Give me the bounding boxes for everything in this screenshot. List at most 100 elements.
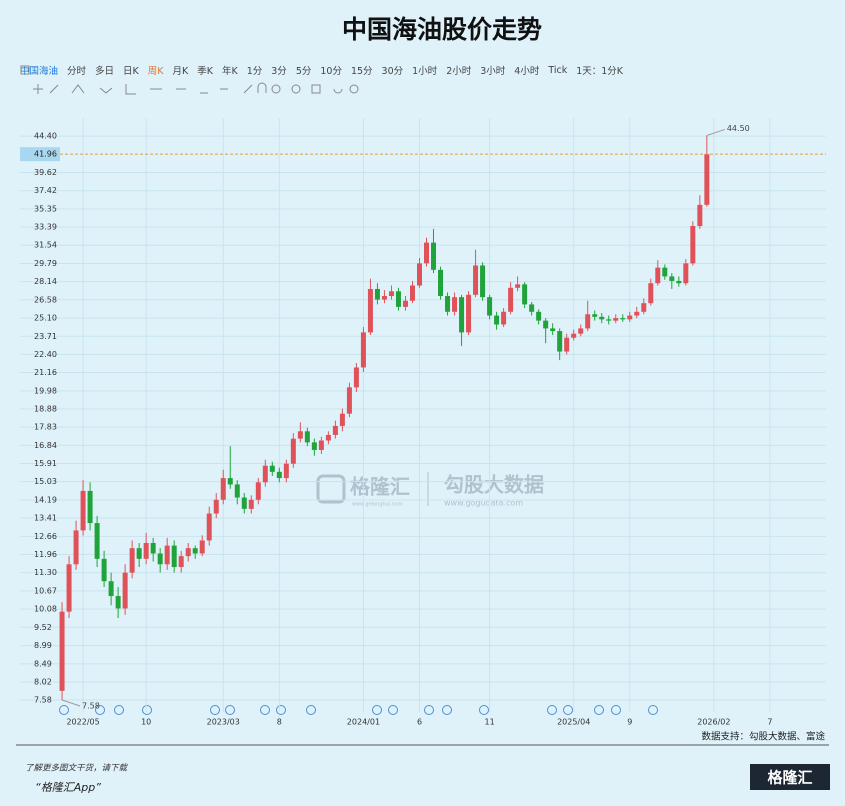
watermark-brand-url: www.gelonghui.com (352, 502, 403, 508)
candle-body (73, 530, 79, 565)
candle-body (234, 484, 240, 498)
candle-body (459, 297, 465, 333)
toolbar-item[interactable]: 5分 (295, 66, 312, 77)
candle-body (669, 276, 675, 281)
toolbar-item[interactable]: 中国海油 (20, 66, 59, 77)
candle-body (87, 490, 93, 524)
candle-body (325, 434, 331, 441)
y-tick-label: 16.84 (34, 441, 57, 450)
candle-body (466, 294, 472, 333)
logo-box (750, 764, 830, 790)
y-tick-label: 8.02 (34, 677, 52, 686)
toolbar-item[interactable]: 10分 (320, 66, 342, 77)
candle-body (136, 548, 142, 559)
toolbar-item[interactable]: 30分 (381, 66, 404, 77)
watermark-data-url: www.gogudata.com (444, 499, 523, 508)
x-tick-label: 2023/03 (207, 718, 240, 727)
candle-body (438, 269, 444, 296)
y-tick-label: 37.42 (34, 186, 57, 195)
candle-body (543, 320, 549, 329)
candle-body (501, 311, 507, 325)
y-tick-label: 26.58 (34, 295, 57, 304)
candle-body (164, 545, 170, 565)
candle-body (248, 499, 254, 509)
toolbar: 中国海油 分时 多日 日K 周K 月K 季K 年K 1分 3分 5分 10分 15分 30分 1小时 2小时 3… (20, 63, 624, 78)
toolbar-item[interactable]: 3小时 (480, 66, 506, 77)
candle-body (129, 548, 135, 573)
y-tick-label: 19.98 (34, 386, 57, 395)
chart-title: 中国海油股价走势 (342, 15, 542, 44)
candle-body (108, 581, 114, 597)
candle-body (367, 288, 373, 333)
max-marker-line (706, 128, 726, 136)
toolbar-item[interactable]: 4小时 (514, 66, 540, 77)
candle-body (571, 333, 577, 338)
candle-body (487, 297, 493, 316)
y-tick-label: 15.91 (34, 459, 57, 468)
candle-body (269, 465, 275, 472)
candle-body (332, 425, 338, 435)
candle-body (704, 154, 710, 205)
candle-body (402, 300, 408, 307)
y-tick-label: 10.08 (34, 605, 57, 614)
candle-body (283, 463, 289, 479)
candle-body (395, 291, 401, 307)
watermark-data: 勾股大数据 (444, 473, 544, 497)
candle-body (473, 265, 479, 295)
toolbar-item[interactable]: Tick (548, 64, 568, 76)
toolbar-item[interactable]: 3分 (271, 66, 287, 77)
grid (20, 118, 826, 712)
candle-body (634, 311, 640, 316)
candle-body (339, 413, 345, 426)
candle-body (101, 558, 107, 582)
y-tick-label: 14.19 (34, 495, 57, 504)
toolbar-item[interactable]: 15分 (350, 66, 373, 77)
candle-body (480, 265, 486, 298)
toolbar-item[interactable]: 1小时 (412, 66, 438, 77)
toolbar-item[interactable]: 多日 (95, 66, 115, 77)
price-label-box (20, 147, 60, 162)
toolbar-item[interactable]: 1天：1分K (576, 66, 624, 77)
toolbar-item[interactable]: 季K (197, 66, 213, 77)
toolbar-item[interactable]: 日K (123, 66, 139, 77)
candle-body (508, 287, 514, 312)
candle-body (150, 543, 156, 554)
candle-body (697, 204, 703, 227)
candle-body (213, 499, 219, 514)
candle-body (599, 316, 605, 320)
candle-body (59, 611, 65, 691)
y-tick-label: 35.35 (34, 204, 57, 213)
candle-body (171, 545, 177, 568)
candle-body (241, 497, 247, 509)
x-tick-label: 8 (277, 718, 282, 727)
x-tick-label: 2022/05 (66, 718, 99, 727)
candle-body (304, 431, 310, 443)
candle-body (416, 263, 422, 286)
toolbar-item[interactable]: 年K (221, 66, 238, 77)
toolbar-item[interactable]: 2小时 (446, 66, 472, 77)
drawing-tools (20, 65, 359, 95)
min-marker-line (61, 699, 81, 707)
toolbar-item[interactable]: 1分 (246, 66, 263, 77)
candle-body (655, 267, 661, 284)
candle-body (676, 280, 682, 284)
candle-body (515, 284, 521, 288)
candle-body (346, 387, 352, 414)
logo: 格隆汇 (767, 769, 812, 787)
candle-body (388, 291, 394, 296)
candle-body (431, 242, 437, 270)
candle-body (80, 490, 86, 531)
candle-body (627, 315, 633, 320)
candle-body (662, 267, 668, 277)
x-tick-label: 7 (767, 718, 772, 727)
min-marker-label: 7.58 (82, 701, 100, 710)
toolbar-item[interactable]: 分时 (67, 66, 87, 77)
y-tick-label: 44.40 (34, 132, 57, 141)
candle-body (192, 548, 198, 554)
y-tick-label: 12.66 (34, 532, 57, 541)
max-marker-label: 44.50 (727, 124, 750, 133)
candle-body (564, 337, 570, 352)
toolbar-item[interactable]: 月K (172, 66, 189, 77)
toolbar-item[interactable]: 周K (147, 66, 164, 77)
